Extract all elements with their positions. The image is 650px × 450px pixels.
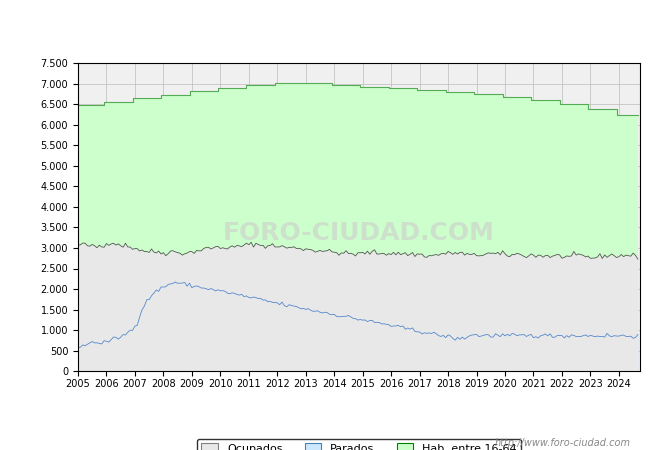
Legend: Ocupados, Parados, Hab. entre 16-64: Ocupados, Parados, Hab. entre 16-64: [197, 438, 521, 450]
Text: http://www.foro-ciudad.com: http://www.foro-ciudad.com: [495, 438, 630, 448]
Text: FORO-CIUDAD.COM: FORO-CIUDAD.COM: [223, 220, 495, 244]
Text: La Bañeza - Evolucion de la poblacion en edad de Trabajar Septiembre de 2024: La Bañeza - Evolucion de la poblacion en…: [60, 21, 590, 33]
